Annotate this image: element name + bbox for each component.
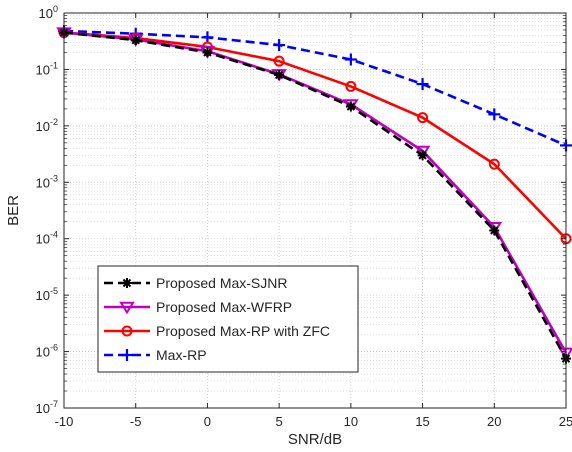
legend-item: Proposed Max-RP with ZFC: [104, 323, 330, 339]
legend-marker: [122, 278, 132, 288]
y-tick-label: 10-4: [36, 230, 58, 247]
marker-shape: [119, 301, 135, 315]
y-tick-label: 10-6: [36, 343, 58, 360]
data-point: [344, 53, 357, 66]
marker-shape: [121, 325, 133, 337]
marker-stroke: [131, 35, 140, 45]
x-tick-label: -5: [130, 414, 142, 429]
y-axis-label: BER: [5, 195, 22, 226]
x-tick-label: 20: [487, 414, 501, 429]
series-line: [63, 29, 567, 147]
x-tick-label: 10: [344, 414, 358, 429]
x-tick-label: -10: [55, 414, 74, 429]
x-tick-label: 15: [415, 414, 429, 429]
x-tick-label: 0: [204, 414, 211, 429]
legend: Proposed Max-SJNR Proposed Max-WFRP Propos…: [97, 265, 359, 373]
legend-label: Proposed Max-RP with ZFC: [156, 323, 330, 339]
legend-marker: [121, 325, 133, 337]
legend-item: Max-RP: [104, 347, 207, 363]
data-point: [345, 80, 357, 92]
marker-shape: [273, 55, 285, 67]
y-tick-label: 10-1: [36, 60, 58, 77]
data-point: [273, 39, 286, 52]
marker-stroke: [346, 102, 356, 111]
data-point: [489, 225, 500, 236]
marker-shape: [345, 80, 357, 92]
series-layer: [56, 24, 572, 364]
legend-box: [97, 265, 359, 373]
series-1: [59, 27, 571, 364]
marker-shape: [488, 158, 500, 170]
data-point: [488, 108, 501, 121]
legend-label: Max-RP: [156, 347, 207, 363]
plot-frame: [63, 12, 567, 409]
marker-stroke: [122, 278, 132, 288]
x-tick-label: 25: [559, 414, 572, 429]
marker-stroke: [203, 48, 212, 57]
y-tick-labels: 10-7 10-6 10-5 10-4 10-3 10-2 10-1 100: [36, 4, 58, 416]
data-point: [417, 150, 428, 161]
data-point: [417, 112, 429, 124]
x-tick-label: 5: [276, 414, 283, 429]
y-tick-label: 100: [39, 4, 58, 21]
data-point: [273, 55, 285, 67]
legend-item: Proposed Max-WFRP: [104, 299, 292, 315]
data-point: [201, 31, 214, 44]
marker-stroke: [490, 226, 499, 235]
marker-stroke: [418, 151, 427, 160]
series-line: [63, 31, 568, 360]
data-point: [274, 69, 285, 80]
series-line: [63, 31, 567, 240]
y-tick-label: 10-3: [36, 173, 58, 190]
legend-marker: [121, 349, 133, 361]
y-tick-label: 10-2: [36, 117, 58, 134]
y-tick-label: 10-7: [36, 399, 58, 416]
data-point: [416, 78, 429, 91]
x-tick-labels: -10 -5 0 5 10 15 20 25: [55, 414, 572, 429]
x-axis-label: SNR/dB: [288, 431, 342, 448]
data-point: [130, 35, 141, 46]
legend-label: Proposed Max-WFRP: [156, 299, 292, 315]
marker-shape: [417, 112, 429, 124]
data-point: [488, 158, 500, 170]
y-tick-label: 10-5: [36, 286, 58, 303]
axis-ticks: [63, 12, 567, 409]
legend-label: Proposed Max-SJNR: [156, 275, 288, 291]
marker-stroke: [274, 70, 284, 80]
legend-marker: [119, 301, 135, 315]
legend-item: Proposed Max-SJNR: [104, 275, 288, 291]
data-point: [202, 47, 213, 58]
data-point: [345, 101, 356, 112]
